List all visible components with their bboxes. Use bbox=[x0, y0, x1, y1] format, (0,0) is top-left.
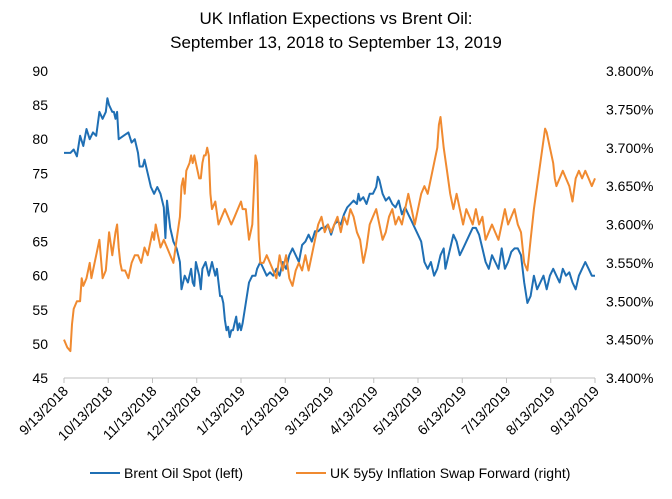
y-right-tick-label: 3.400% bbox=[606, 370, 653, 386]
y-left-tick-label: 45 bbox=[32, 370, 48, 386]
legend-label-uk-swap: UK 5y5y Inflation Swap Forward (right) bbox=[330, 465, 570, 481]
y-left-tick-label: 80 bbox=[32, 131, 48, 147]
brent-oil-line bbox=[64, 97, 595, 339]
uk-swap-line bbox=[63, 116, 596, 353]
y-right-tick-label: 3.600% bbox=[606, 217, 653, 233]
y-right-tick-label: 3.650% bbox=[606, 178, 653, 194]
y-right-tick-label: 3.550% bbox=[606, 255, 653, 271]
y-right-tick-label: 3.700% bbox=[606, 140, 653, 156]
chart-title-line-1: UK Inflation Expections vs Brent Oil: bbox=[199, 9, 472, 28]
y-right-tick-label: 3.800% bbox=[606, 63, 653, 79]
x-tick-label: 9/13/2019 bbox=[547, 383, 603, 439]
y-right-tick-label: 3.450% bbox=[606, 332, 653, 348]
y-right-tick-label: 3.500% bbox=[606, 293, 653, 309]
x-axis-ticks: 9/13/201810/13/201811/13/201812/13/20181… bbox=[16, 378, 603, 444]
y-left-tick-label: 85 bbox=[32, 97, 48, 113]
legend-label-brent: Brent Oil Spot (left) bbox=[124, 465, 243, 481]
y-left-tick-label: 70 bbox=[32, 199, 48, 215]
y-axis-right-ticks: 3.400% 3.450% 3.500% 3.550% 3.600% 3.650% 3.70… bbox=[606, 63, 653, 386]
y-left-tick-label: 65 bbox=[32, 234, 48, 250]
legend: Brent Oil Spot (left) UK 5y5y Inflation … bbox=[90, 465, 570, 481]
series-lines bbox=[63, 97, 596, 353]
y-left-tick-label: 55 bbox=[32, 302, 48, 318]
chart-title-line-2: September 13, 2018 to September 13, 2019 bbox=[170, 33, 502, 52]
y-left-tick-label: 50 bbox=[32, 336, 48, 352]
y-axis-left-ticks: 45 50 55 60 65 70 75 80 85 90 bbox=[32, 63, 48, 386]
y-left-tick-label: 75 bbox=[32, 165, 48, 181]
y-left-tick-label: 60 bbox=[32, 268, 48, 284]
y-right-tick-label: 3.750% bbox=[606, 101, 653, 117]
y-left-tick-label: 90 bbox=[32, 63, 48, 79]
